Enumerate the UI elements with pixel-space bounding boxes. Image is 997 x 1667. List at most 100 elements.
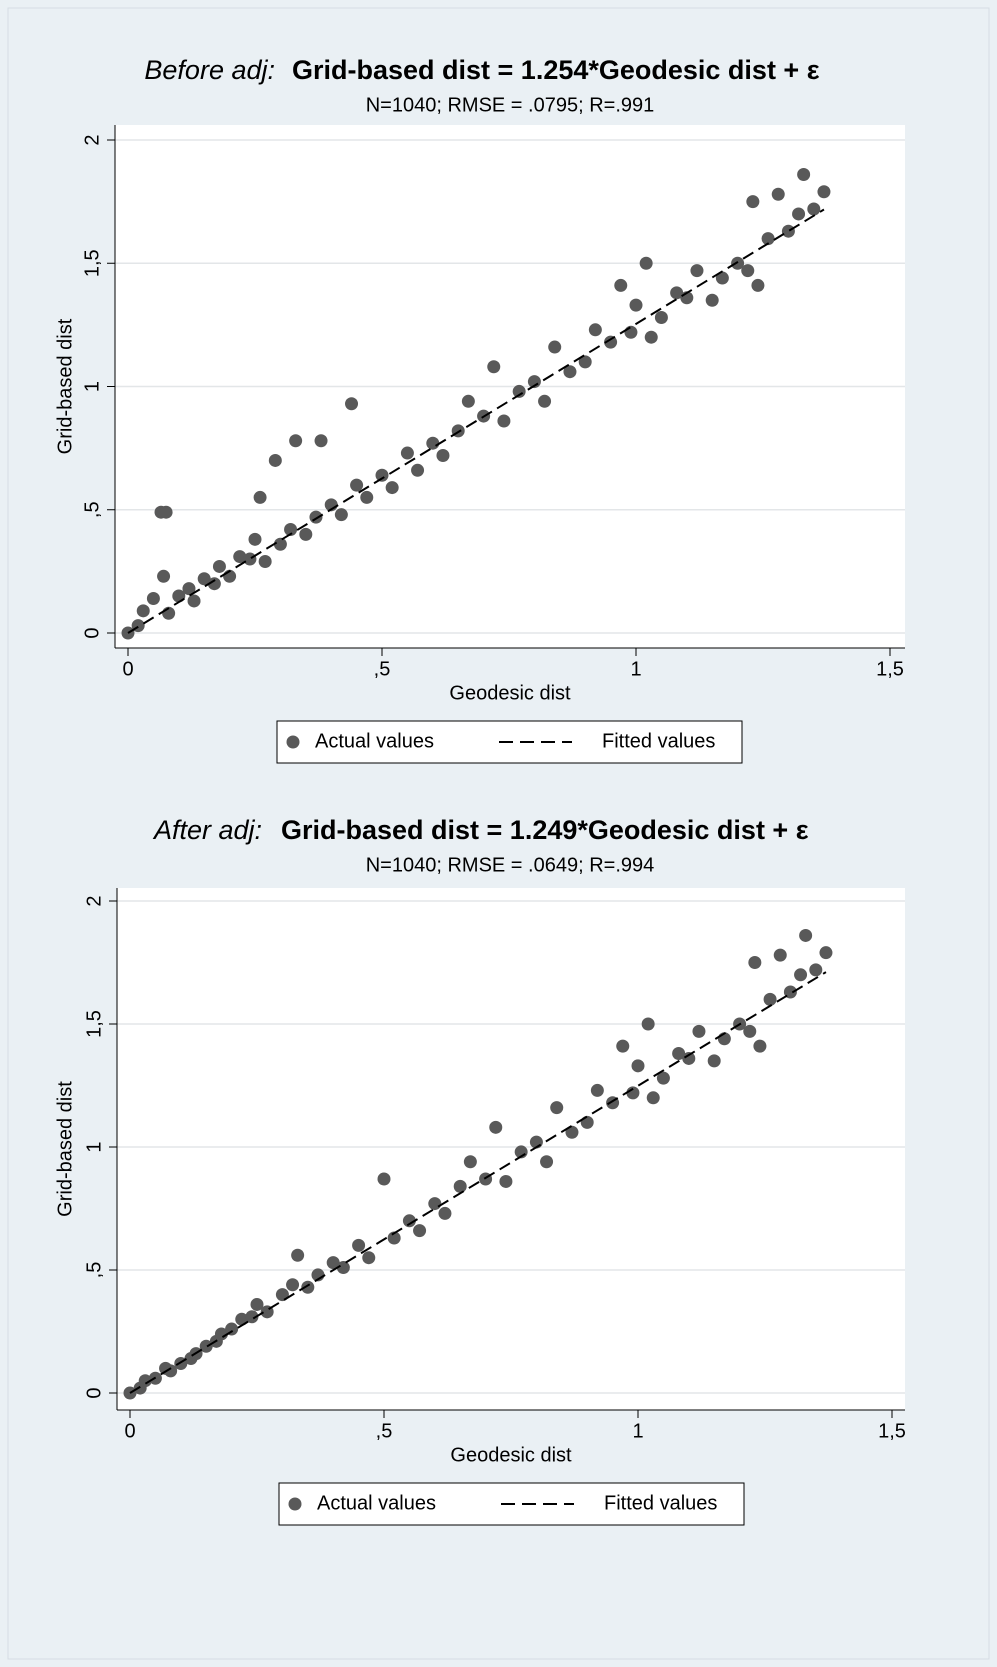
legend-label: Fitted values — [602, 730, 715, 752]
chart-title: Grid-based dist = 1.254*Geodesic dist + … — [292, 55, 820, 85]
y-tick-label: 1,5 — [81, 249, 103, 277]
title-prefix: After adj: — [152, 815, 262, 845]
point — [250, 1297, 264, 1311]
x-tick-label: ,5 — [376, 1420, 393, 1442]
y-axis-label: Grid-based dist — [54, 1081, 76, 1217]
legend-label: Actual values — [315, 730, 434, 752]
point — [245, 1310, 259, 1324]
point — [753, 1039, 767, 1053]
point — [207, 577, 221, 591]
x-tick-label: 0 — [124, 1420, 135, 1442]
point — [291, 1248, 305, 1262]
title-prefix: Before adj: — [144, 55, 275, 85]
point — [672, 1047, 686, 1061]
point — [461, 394, 475, 408]
point — [807, 202, 821, 216]
point — [197, 572, 211, 586]
point — [309, 510, 323, 524]
legend-label: Actual values — [317, 1492, 436, 1514]
point — [299, 527, 313, 541]
x-axis-label: Geodesic dist — [450, 1444, 572, 1466]
point — [690, 264, 704, 278]
point — [400, 446, 414, 460]
plot-area — [117, 888, 905, 1410]
point — [817, 185, 831, 199]
point — [580, 1115, 594, 1129]
point — [199, 1339, 213, 1353]
point — [362, 1251, 376, 1265]
point — [289, 434, 303, 448]
point — [258, 555, 272, 569]
point — [797, 168, 811, 182]
point — [794, 968, 808, 982]
point — [248, 532, 262, 546]
chart-subtitle: N=1040; RMSE = .0795; R=.991 — [366, 94, 655, 116]
y-axis-label: Grid-based dist — [54, 318, 76, 454]
point — [402, 1214, 416, 1228]
x-tick-label: 1 — [632, 1420, 643, 1442]
point — [538, 394, 552, 408]
point — [771, 187, 785, 201]
point — [268, 453, 282, 467]
point — [212, 559, 226, 573]
x-tick-label: 1,5 — [876, 658, 904, 680]
point — [187, 594, 201, 608]
y-tick-label: 1 — [81, 381, 103, 392]
point — [631, 1059, 645, 1073]
point — [614, 278, 628, 292]
y-tick-label: 0 — [83, 1387, 105, 1398]
point — [548, 340, 562, 354]
chart-subtitle: N=1040; RMSE = .0649; R=.994 — [366, 854, 655, 876]
point — [146, 591, 160, 605]
point — [565, 1125, 579, 1139]
point — [616, 1039, 630, 1053]
y-tick-label: 2 — [81, 134, 103, 145]
point — [214, 1327, 228, 1341]
legend-label: Fitted values — [604, 1492, 717, 1514]
point — [438, 1206, 452, 1220]
y-tick-label: 1 — [83, 1141, 105, 1152]
y-tick-label: ,5 — [81, 501, 103, 518]
point — [578, 355, 592, 369]
point — [746, 195, 760, 209]
point — [487, 360, 501, 374]
point — [682, 1051, 696, 1065]
point — [225, 1322, 239, 1336]
y-tick-label: 0 — [81, 627, 103, 638]
point — [763, 992, 777, 1006]
x-tick-label: 1,5 — [878, 1420, 906, 1442]
point — [301, 1280, 315, 1294]
x-tick-label: ,5 — [374, 658, 391, 680]
point — [375, 468, 389, 482]
point — [512, 384, 526, 398]
point — [286, 1278, 300, 1292]
point — [377, 1172, 391, 1186]
point — [743, 1024, 757, 1038]
point — [550, 1101, 564, 1115]
point — [336, 1261, 350, 1275]
point — [707, 1054, 721, 1068]
legend-swatch — [288, 1497, 302, 1511]
point — [243, 552, 257, 566]
point — [626, 1086, 640, 1100]
point — [233, 550, 247, 564]
point — [453, 1179, 467, 1193]
point — [731, 256, 745, 270]
point — [705, 293, 719, 307]
point — [428, 1197, 442, 1211]
point — [136, 604, 150, 618]
y-tick-label: ,5 — [83, 1262, 105, 1279]
legend-swatch — [286, 735, 300, 749]
point — [751, 278, 765, 292]
point — [588, 323, 602, 337]
point — [692, 1024, 706, 1038]
point — [819, 946, 833, 960]
point — [715, 271, 729, 285]
point — [273, 537, 287, 551]
y-tick-label: 2 — [83, 895, 105, 906]
point — [792, 207, 806, 221]
point — [159, 505, 173, 519]
point — [748, 956, 762, 969]
point — [345, 397, 359, 411]
point — [773, 948, 787, 962]
